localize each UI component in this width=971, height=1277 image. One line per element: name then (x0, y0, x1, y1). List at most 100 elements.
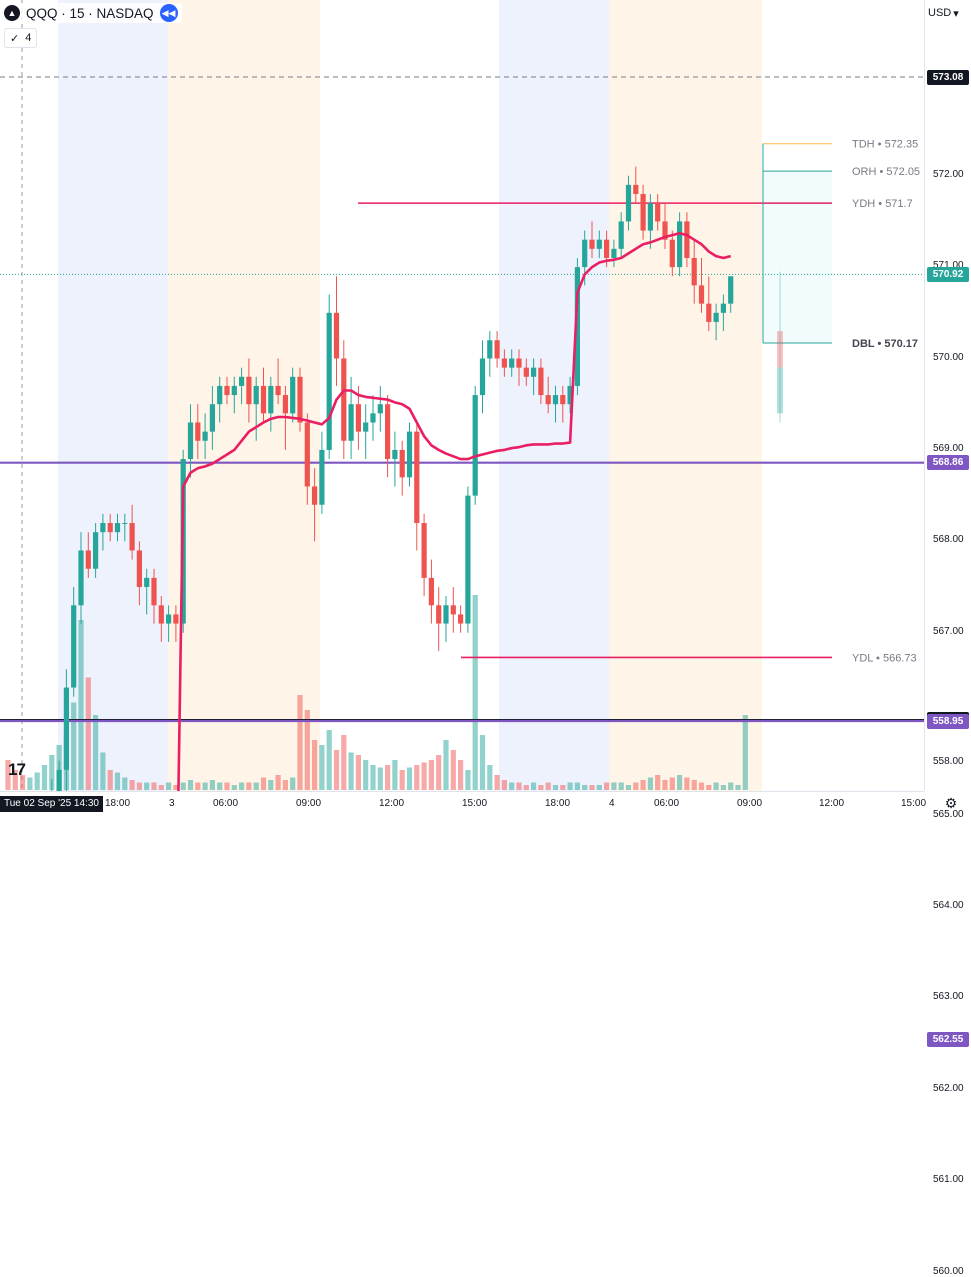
volume-bar (728, 782, 734, 790)
time-tick-label: 3 (169, 798, 175, 809)
candle-body (428, 577, 434, 606)
volume-bar (655, 775, 661, 790)
volume-bar (114, 772, 121, 790)
tradingview-logo-icon[interactable]: 17 (8, 760, 26, 779)
candle-body (465, 495, 471, 624)
candle-body (406, 431, 413, 478)
volume-bar (268, 780, 274, 790)
time-scale[interactable]: 18:00 3 06:00 09:00 12:00 15:00 18:00 4 06:00 09:… (0, 791, 927, 814)
price-tick-label: 564.00 (933, 899, 964, 911)
candle-body (224, 385, 230, 396)
candle-body (618, 221, 624, 249)
currency-selector[interactable]: USD ▾ (928, 4, 966, 22)
price-scale[interactable]: 574.00572.00571.00570.00569.00568.00567.… (924, 0, 971, 1277)
session-background (58, 0, 168, 791)
volume-bar (618, 782, 624, 790)
volume-bar (669, 777, 675, 790)
volume-bar (290, 777, 296, 790)
volume-bar (443, 740, 449, 790)
volume-bar (136, 782, 142, 790)
volume-bar (633, 782, 639, 790)
volume-bar (582, 785, 588, 790)
candle-body (297, 376, 303, 423)
candle-body (647, 203, 653, 231)
candle-body (662, 221, 668, 240)
volume-bar (304, 710, 310, 790)
chart-pane[interactable]: TDH • 572.35 ORH • 572.05 YDH • 571.7 DBL •… (0, 0, 924, 791)
volume-bar (297, 695, 303, 790)
candle-body (260, 385, 267, 414)
candle-body (158, 605, 164, 624)
candle-body (501, 358, 507, 368)
volume-bar (509, 782, 515, 790)
opening-range-box (763, 171, 832, 343)
price-tick-label: 572.00 (933, 168, 964, 180)
candle-body (487, 340, 493, 359)
volume-bar (341, 735, 347, 790)
price-tag: 562.55 (927, 1031, 969, 1047)
indicators-toggle[interactable]: ✓ 4 (4, 28, 38, 48)
candle-body (523, 367, 529, 377)
volume-bar (27, 777, 33, 790)
candle-body (421, 523, 427, 578)
volume-bar (187, 780, 194, 790)
time-tick-label: 4 (609, 798, 615, 809)
volume-bar (93, 715, 99, 790)
volume-bar (260, 777, 267, 790)
candle-body (414, 431, 420, 524)
volume-bar (239, 782, 245, 790)
volume-bar (487, 765, 493, 790)
volume-bar (399, 770, 405, 790)
volume-bar (720, 785, 726, 790)
session-background (609, 0, 762, 791)
candle-body (582, 239, 588, 268)
candle-body (209, 404, 215, 432)
volume-bar (385, 765, 391, 790)
volume-bar (363, 760, 369, 790)
time-tick-label: 15:00 (901, 798, 927, 809)
candlestick-chart[interactable]: TDH • 572.35 ORH • 572.05 YDH • 571.7 DBL •… (0, 0, 924, 791)
candle-body (655, 203, 661, 222)
session-background (168, 0, 320, 791)
volume-bar (180, 782, 186, 790)
gear-icon[interactable]: ⚙ (944, 795, 958, 811)
level-label-dbl: DBL • 570.17 (852, 338, 918, 350)
candle-body (611, 248, 617, 258)
volume-bar (319, 745, 325, 790)
candle-body (443, 605, 449, 624)
candle-body (63, 687, 69, 770)
volume-bar (516, 782, 522, 790)
candle-body (282, 395, 288, 414)
candle-body (450, 605, 456, 615)
volume-bar (355, 755, 361, 790)
symbol-title[interactable]: QQQ · 15 · NASDAQ (26, 5, 154, 21)
candle-body (538, 367, 544, 396)
level-label-tdh: TDH • 572.35 (852, 139, 918, 151)
candle-body (385, 404, 391, 460)
candle-body (326, 312, 332, 450)
volume-bar (195, 782, 201, 790)
time-tick-label: 06:00 (654, 798, 680, 809)
candle-body (472, 395, 478, 496)
volume-bar (158, 785, 164, 790)
volume-bar (662, 780, 668, 790)
candle-body (479, 358, 486, 396)
candle-body (71, 605, 77, 688)
candle-body (304, 422, 310, 487)
volume-bar (209, 780, 215, 790)
nasdaq-logo-icon: ▲ (4, 5, 20, 21)
volume-bar (465, 770, 471, 790)
volume-bar (275, 775, 281, 790)
candle-body (246, 376, 252, 405)
currency-label: USD (928, 7, 952, 19)
candle-body (494, 340, 500, 359)
candle-body (392, 449, 398, 460)
volume-bar (78, 620, 84, 790)
candle-body (253, 385, 259, 405)
volume-bar (458, 760, 464, 790)
volume-bar (428, 760, 434, 790)
price-tick-label: 562.00 (933, 1082, 964, 1094)
replay-icon[interactable]: ◀◀ (159, 4, 178, 22)
volume-bar (698, 782, 705, 790)
price-tick-label: 568.00 (933, 534, 964, 546)
